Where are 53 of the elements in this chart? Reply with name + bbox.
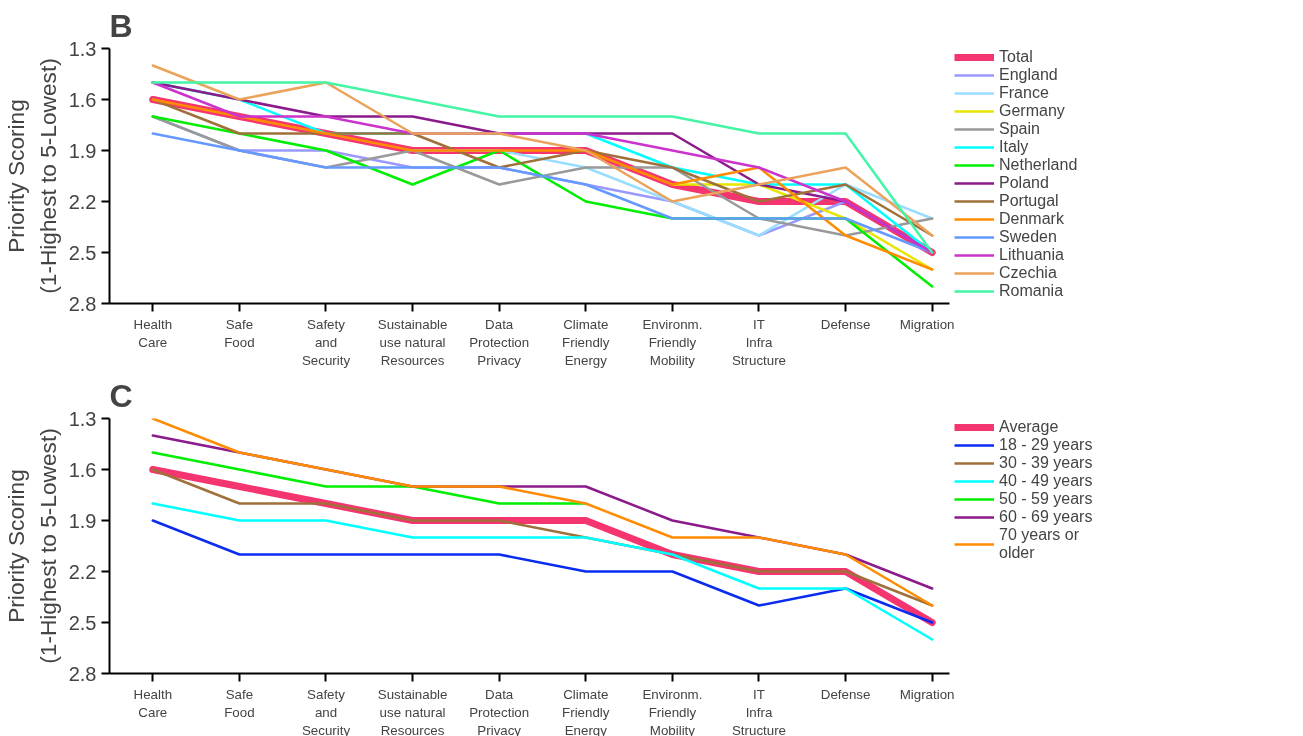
- y-axis-title: Priority Scoring (1-Highest to 5-Lowest): [3, 428, 61, 664]
- y-tick-label: 1.9: [68, 139, 97, 162]
- y-tick-label: 2.5: [68, 241, 97, 264]
- legend-label: 70 years or older: [999, 526, 1080, 562]
- legend-label: 50 - 59 years: [999, 490, 1093, 508]
- legend-label: Germany: [999, 102, 1065, 120]
- y-tick-label: 2.2: [68, 190, 97, 213]
- legend-label: Total: [999, 48, 1033, 66]
- x-tick-label: Safety and Security: [301, 316, 351, 368]
- legend-label: Denmark: [999, 210, 1064, 228]
- y-tick-label: 1.9: [68, 509, 97, 532]
- legend-label: Romania: [999, 282, 1064, 300]
- x-tick-label: Sustainable use natural Resources: [377, 316, 448, 368]
- x-tick-label: IT Infra Structure: [731, 316, 787, 368]
- legend-label: France: [999, 84, 1049, 102]
- x-tick-label: Sustainable use natural Resources: [377, 686, 448, 736]
- x-tick-label: Health Care: [133, 316, 173, 350]
- x-tick-label: Health Care: [133, 686, 173, 720]
- x-tick-label: Defense: [820, 686, 871, 702]
- x-tick-label: Migration: [899, 316, 955, 332]
- legend-label: Poland: [999, 174, 1049, 192]
- x-tick-label: Safe Food: [224, 316, 255, 350]
- y-tick-label: 2.8: [68, 292, 97, 315]
- legend-label: Lithuania: [999, 246, 1064, 264]
- y-axis-title: Priority Scoring (1-Highest to 5-Lowest): [3, 58, 61, 294]
- legend-label: Czechia: [999, 264, 1057, 282]
- y-tick-label: 1.3: [68, 37, 97, 60]
- y-tick-label: 2.5: [68, 611, 97, 634]
- y-tick-label: 1.6: [68, 458, 97, 481]
- chart-title: B: [109, 7, 133, 44]
- legend-label: Spain: [999, 120, 1040, 138]
- legend-label: 18 - 29 years: [999, 436, 1093, 454]
- legend-label: Netherland: [999, 156, 1078, 174]
- legend-label: Italy: [999, 138, 1029, 156]
- y-tick-label: 1.3: [68, 407, 97, 430]
- x-tick-label: Climate Friendly Energy: [562, 316, 610, 368]
- x-tick-label: Environm. Friendly Mobility: [642, 316, 703, 368]
- x-tick-label: Migration: [899, 686, 955, 702]
- legend-label: 60 - 69 years: [999, 508, 1093, 526]
- x-tick-label: Defense: [820, 316, 871, 332]
- y-tick-label: 1.6: [68, 88, 97, 111]
- chart-title: C: [109, 377, 133, 414]
- y-tick-label: 2.8: [68, 662, 97, 685]
- y-tick-label: 2.2: [68, 560, 97, 583]
- legend-label: 40 - 49 years: [999, 472, 1093, 490]
- legend-label: Sweden: [999, 228, 1057, 246]
- legend-label: 30 - 39 years: [999, 454, 1093, 472]
- legend-label: England: [999, 66, 1058, 84]
- x-tick-label: Data Protection Privacy: [469, 316, 530, 368]
- legend-label: Average: [999, 418, 1059, 436]
- legend-label: Portugal: [999, 192, 1059, 210]
- x-tick-label: IT Infra Structure: [731, 686, 787, 736]
- x-tick-label: Safe Food: [224, 686, 255, 720]
